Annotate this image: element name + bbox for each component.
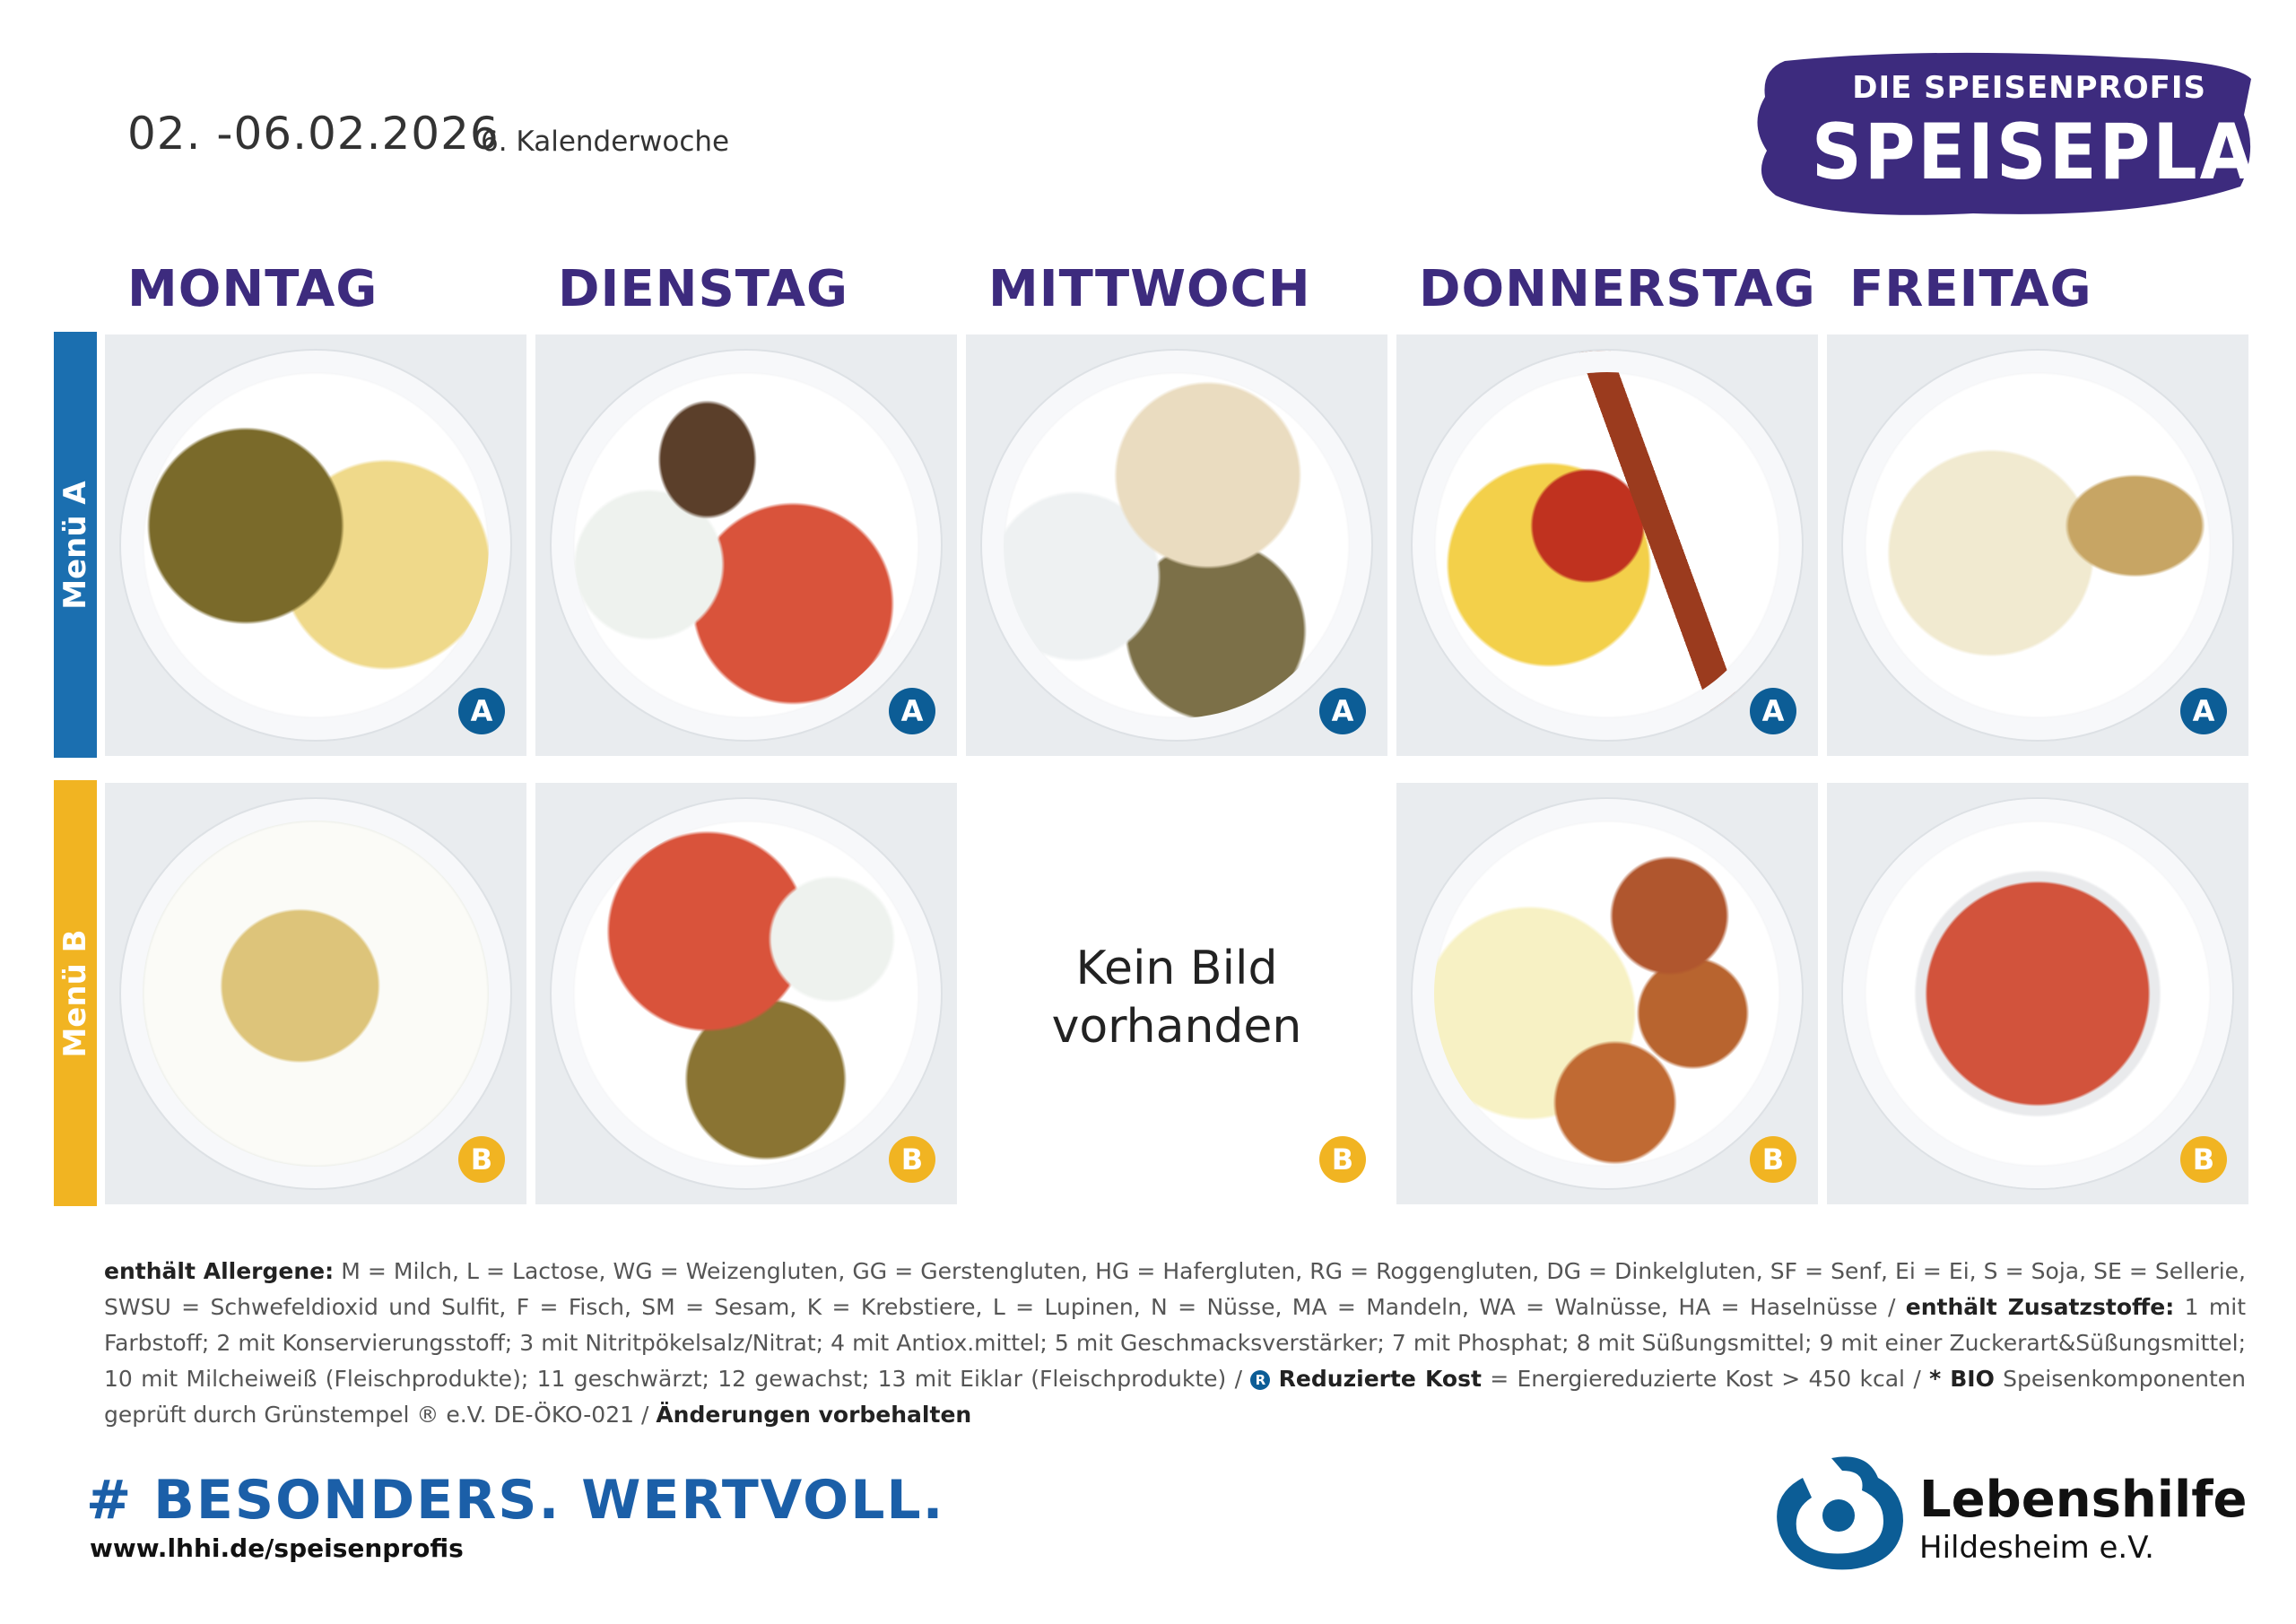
reduced-diet-icon: R: [1250, 1370, 1271, 1390]
day-thursday: DONNERSTAG: [1419, 260, 1816, 318]
logo-name: Lebenshilfe: [1919, 1471, 2248, 1529]
no-image-line2: vorhanden: [1051, 1000, 1302, 1054]
date-range: 02. -06.02.2026: [127, 108, 500, 160]
brand-title: SPEISEPLAN: [1812, 108, 2296, 197]
day-tuesday: DIENSTAG: [558, 260, 848, 318]
brand-subtitle: DIE SPEISENPROFIS: [1852, 70, 2206, 106]
brand-banner: DIE SPEISENPROFIS SPEISEPLAN: [1749, 52, 2296, 221]
brush-stroke-shape: [1757, 52, 2251, 215]
menu-b-label: Menü B: [54, 780, 97, 1206]
lebenshilfe-logo: Lebenshilfe Hildesheim e.V.: [1769, 1451, 2253, 1576]
dish-photo-friday-a: A: [1827, 334, 2248, 756]
menu-a-badge: A: [889, 688, 935, 734]
hashtag-slogan: # BESONDERS. WERTVOLL.: [86, 1469, 945, 1532]
reduced-text: = Energiereduzierte Kost > 450 kcal /: [1490, 1366, 1921, 1392]
dish-photo-monday-b: B: [105, 783, 526, 1204]
dish-photo-tuesday-a: A: [535, 334, 957, 756]
dish-photo-wednesday-a: A: [966, 334, 1387, 756]
bio-label: * BIO: [1929, 1366, 1995, 1392]
menu-b-badge: B: [458, 1136, 505, 1183]
day-monday: MONTAG: [127, 260, 378, 318]
dish-photo-tuesday-b: B: [535, 783, 957, 1204]
dish-photo-thursday-b: B: [1396, 783, 1818, 1204]
menu-a-badge: A: [1750, 688, 1796, 734]
reduced-label: Reduzierte Kost: [1278, 1366, 1482, 1392]
changes-note: Änderungen vorbehalten: [656, 1402, 972, 1428]
additives-label: enthält Zusatzstoffe:: [1905, 1294, 2175, 1320]
logo-subtitle: Hildesheim e.V.: [1919, 1530, 2154, 1566]
bio-text: Speisenkomponenten geprüft durch Grünste…: [104, 1366, 2246, 1428]
menu-a-badge: A: [1319, 688, 1366, 734]
menu-a-label: Menü A: [54, 332, 97, 758]
day-wednesday: MITTWOCH: [988, 260, 1311, 318]
menu-b-badge: B: [889, 1136, 935, 1183]
allergen-notes: enthält Allergene: M = Milch, L = Lactos…: [104, 1254, 2246, 1433]
additives-text: 1 mit Farbstoff; 2 mit Konservierungssto…: [104, 1294, 2246, 1392]
no-image-placeholder-wednesday-b: Kein Bild vorhanden B: [966, 783, 1387, 1204]
no-image-line1: Kein Bild: [1075, 942, 1278, 995]
menu-a-badge: A: [458, 688, 505, 734]
menu-b-badge: B: [1319, 1136, 1366, 1183]
menu-a-badge: A: [2180, 688, 2227, 734]
menu-b-badge: B: [1750, 1136, 1796, 1183]
dish-photo-friday-b: B: [1827, 783, 2248, 1204]
lebenshilfe-logo-icon: [1777, 1456, 1903, 1570]
website-link[interactable]: www.lhhi.de/speisenprofis: [90, 1533, 464, 1563]
allergens-label: enthält Allergene:: [104, 1258, 335, 1284]
menu-b-badge: B: [2180, 1136, 2227, 1183]
dish-photo-monday-a: A: [105, 334, 526, 756]
dish-photo-thursday-a: A: [1396, 334, 1818, 756]
day-friday: FREITAG: [1849, 260, 2092, 318]
allergens-text: M = Milch, L = Lactose, WG = Weizenglute…: [104, 1258, 2246, 1320]
calendar-week: 6. Kalenderwoche: [481, 126, 730, 158]
